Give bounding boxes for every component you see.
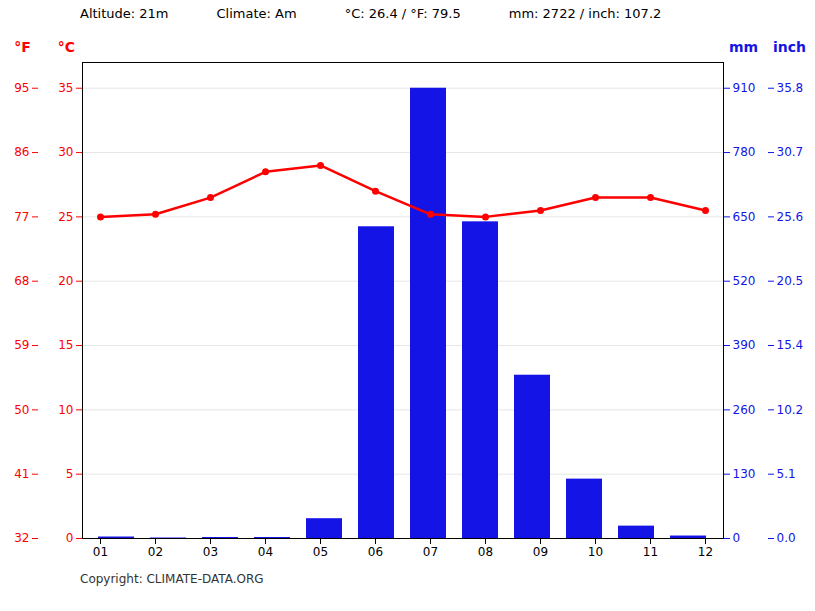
svg-text:01: 01 <box>93 545 108 559</box>
svg-text:mm: mm <box>729 39 758 55</box>
svg-text:130: 130 <box>733 467 756 481</box>
svg-text:0: 0 <box>733 531 741 545</box>
svg-text:59: 59 <box>14 338 29 352</box>
svg-text:650: 650 <box>733 210 756 224</box>
svg-text:50: 50 <box>14 403 29 417</box>
svg-text:95: 95 <box>14 81 29 95</box>
svg-text:32: 32 <box>14 531 29 545</box>
svg-text:30: 30 <box>58 145 73 159</box>
svg-text:0.0: 0.0 <box>777 531 796 545</box>
html-text:Climate: Am: Climate: Am <box>216 6 297 21</box>
html-text:Altitude: 21m: Altitude: 21m <box>80 6 169 21</box>
svg-text:11: 11 <box>643 545 658 559</box>
svg-text:09: 09 <box>533 545 548 559</box>
svg-text:910: 910 <box>733 81 756 95</box>
svg-text:10.2: 10.2 <box>777 403 804 417</box>
svg-text:35: 35 <box>58 81 73 95</box>
html-text:mm: 2722 / inch: 107.2: mm: 2722 / inch: 107.2 <box>508 6 662 21</box>
svg-text:15: 15 <box>58 338 73 352</box>
svg-text:0: 0 <box>66 531 74 545</box>
svg-text:68: 68 <box>14 274 29 288</box>
html-text:°C: 26.4 / °F: 79.5: °C: 26.4 / °F: 79.5 <box>344 6 461 21</box>
svg-text:15.4: 15.4 <box>777 338 804 352</box>
svg-text:35.8: 35.8 <box>777 81 804 95</box>
svg-text:780: 780 <box>733 145 756 159</box>
svg-text:25: 25 <box>58 210 73 224</box>
svg-text:06: 06 <box>368 545 383 559</box>
svg-text:5: 5 <box>66 467 74 481</box>
svg-text:20: 20 <box>58 274 73 288</box>
svg-text:08: 08 <box>478 545 493 559</box>
svg-text:20.5: 20.5 <box>777 274 804 288</box>
svg-text:77: 77 <box>14 210 29 224</box>
svg-text:86: 86 <box>14 145 29 159</box>
svg-text:04: 04 <box>258 545 273 559</box>
svg-text:30.7: 30.7 <box>777 145 804 159</box>
html-text:Copyright: CLIMATE-DATA.ORG: Copyright: CLIMATE-DATA.ORG <box>80 572 264 586</box>
svg-text:260: 260 <box>733 403 756 417</box>
svg-text:07: 07 <box>423 545 438 559</box>
svg-text:520: 520 <box>733 274 756 288</box>
svg-text:10: 10 <box>58 403 73 417</box>
svg-text:03: 03 <box>203 545 218 559</box>
svg-text:12: 12 <box>698 545 713 559</box>
svg-text:05: 05 <box>313 545 328 559</box>
svg-text:°F: °F <box>14 39 31 55</box>
svg-text:°C: °C <box>58 39 75 55</box>
svg-text:10: 10 <box>588 545 603 559</box>
svg-text:41: 41 <box>14 467 29 481</box>
svg-text:02: 02 <box>148 545 163 559</box>
svg-text:5.1: 5.1 <box>777 467 796 481</box>
svg-text:25.6: 25.6 <box>777 210 804 224</box>
svg-text:inch: inch <box>773 39 806 55</box>
svg-text:390: 390 <box>733 338 756 352</box>
